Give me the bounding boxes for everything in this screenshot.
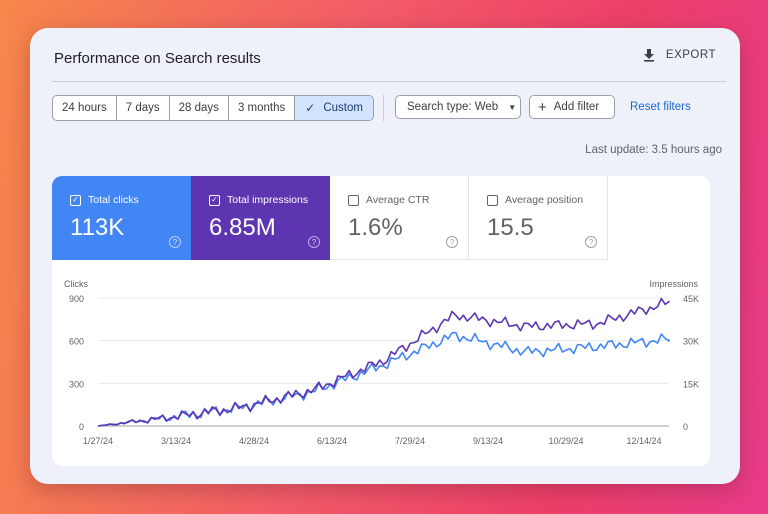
checkbox-checked-icon[interactable]: ✓: [209, 194, 220, 206]
metric-value: 1.6%: [348, 214, 403, 241]
metric-value: 113K: [70, 214, 125, 241]
metric-label: Total impressions: [227, 194, 309, 206]
checkbox-checked-icon[interactable]: ✓: [70, 194, 81, 206]
y-left-tick-label: 0: [79, 422, 84, 432]
performance-line-chart: 0 0 300 15K 600 30K 900 45K Clicks Impressions 1/2…: [64, 279, 699, 446]
last-update-text: Last update: 3.5 hours ago: [585, 144, 722, 156]
x-tick-label: 4/28/24: [239, 436, 269, 446]
y-left-tick-label: 900: [69, 294, 84, 304]
range-7-days[interactable]: 7 days: [117, 96, 170, 120]
checkbox-unchecked-icon[interactable]: [487, 194, 498, 206]
x-tick-label: 10/29/24: [548, 436, 583, 446]
checkbox-unchecked-icon[interactable]: [348, 194, 359, 206]
x-tick-label: 3/13/24: [161, 436, 191, 446]
metric-average-position[interactable]: Average position 15.5 ?: [469, 176, 608, 260]
x-tick-label: 9/13/24: [473, 436, 503, 446]
y-left-tick-label: 300: [69, 379, 84, 389]
chart-panel: ✓ Total clicks 113K ? ✓ Total impression…: [52, 176, 710, 466]
metric-value: 15.5: [487, 214, 534, 241]
toolbar-divider: [383, 95, 384, 121]
date-range-selector: 24 hours 7 days 28 days 3 months ✓ Custo…: [52, 95, 374, 121]
y-right-tick-label: 30K: [683, 337, 699, 347]
metric-label: Average position: [505, 194, 584, 206]
header-divider: [52, 81, 726, 82]
metric-label: Total clicks: [88, 194, 139, 206]
export-button[interactable]: EXPORT: [642, 48, 716, 62]
search-type-dropdown[interactable]: Search type: Web ▼: [395, 95, 521, 119]
page-title: Performance on Search results: [54, 50, 261, 67]
add-filter-button[interactable]: + Add filter: [529, 95, 615, 119]
caret-down-icon: ▼: [508, 102, 517, 112]
y-right-tick-label: 45K: [683, 294, 699, 304]
x-tick-label: 7/29/24: [395, 436, 425, 446]
x-tick-label: 1/27/24: [83, 436, 113, 446]
metric-total-clicks[interactable]: ✓ Total clicks 113K ?: [52, 176, 191, 260]
download-icon: [643, 49, 654, 62]
x-tick-label: 12/14/24: [626, 436, 661, 446]
performance-card: Performance on Search results EXPORT 24 …: [30, 28, 740, 484]
reset-filters-link[interactable]: Reset filters: [630, 101, 691, 113]
metric-label: Average CTR: [366, 194, 430, 206]
range-24-hours[interactable]: 24 hours: [53, 96, 117, 120]
range-3-months[interactable]: 3 months: [229, 96, 296, 120]
x-tick-label: 6/13/24: [317, 436, 347, 446]
add-filter-label: Add filter: [553, 101, 600, 113]
range-custom[interactable]: ✓ Custom: [295, 96, 373, 120]
metric-total-impressions[interactable]: ✓ Total impressions 6.85M ?: [191, 176, 330, 260]
y-right-axis-label: Impressions: [649, 279, 698, 289]
help-icon[interactable]: ?: [446, 236, 458, 248]
help-icon[interactable]: ?: [308, 236, 320, 248]
plus-icon: +: [538, 98, 547, 116]
help-icon[interactable]: ?: [169, 236, 181, 248]
metric-value: 6.85M: [209, 214, 276, 241]
y-right-tick-label: 15K: [683, 379, 699, 389]
metric-average-ctr[interactable]: Average CTR 1.6% ?: [330, 176, 469, 260]
search-type-label: Search type: Web: [407, 101, 499, 113]
y-left-tick-label: 600: [69, 337, 84, 347]
y-right-tick-label: 0: [683, 422, 688, 432]
export-label: EXPORT: [665, 49, 716, 61]
range-28-days[interactable]: 28 days: [170, 96, 229, 120]
checkmark-icon: ✓: [305, 101, 316, 115]
help-icon[interactable]: ?: [585, 236, 597, 248]
y-left-axis-label: Clicks: [64, 279, 88, 289]
impressions-series-line: [97, 297, 670, 427]
